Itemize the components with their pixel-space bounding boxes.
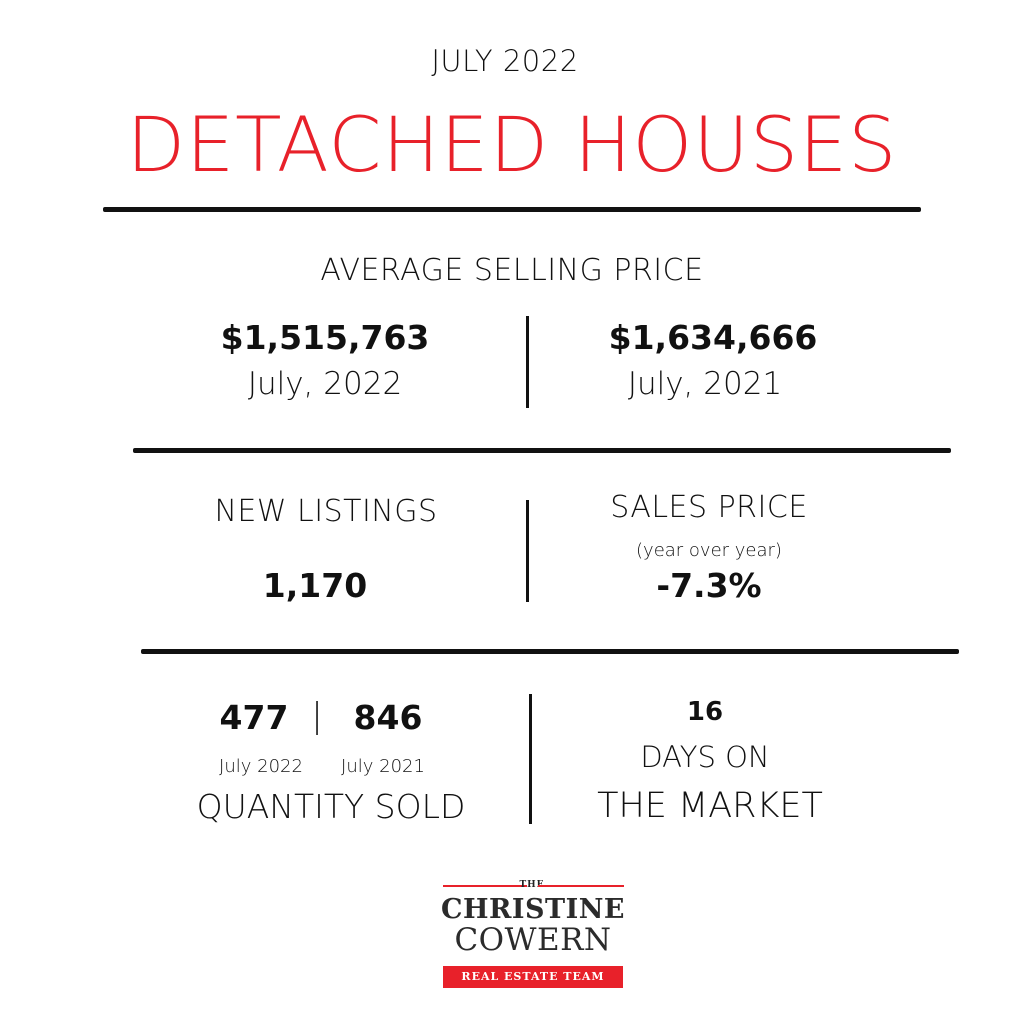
sales-price-value: -7.3%	[656, 566, 762, 605]
logo-line-right	[538, 885, 624, 887]
divider-bottom	[141, 649, 959, 654]
new-listings-value: 1,170	[262, 566, 368, 605]
logo-christine: CHRISTINE	[440, 894, 626, 925]
quantity-sold-current: 477	[219, 698, 289, 737]
sales-price-label: SALES PRICE	[610, 490, 808, 525]
quantity-sold-current-date: July 2022	[219, 756, 303, 777]
avg-price-current-date: July, 2022	[247, 366, 403, 402]
logo-line-left	[443, 885, 527, 887]
avg-price-current-value: $1,515,763	[220, 318, 430, 357]
avg-price-previous-date: July, 2021	[627, 366, 783, 402]
avg-price-previous-value: $1,634,666	[608, 318, 818, 357]
days-on-market-label-2: THE MARKET	[597, 786, 823, 826]
quantity-sold-separator: |	[311, 696, 323, 736]
divider-avg-price	[526, 316, 529, 408]
sales-price-sublabel: (year over year)	[636, 540, 782, 561]
avg-price-label: AVERAGE SELLING PRICE	[320, 253, 704, 288]
logo-the: THE	[519, 880, 545, 890]
page-title: DETACHED HOUSES	[126, 100, 898, 189]
divider-listings	[526, 500, 529, 602]
new-listings-label: NEW LISTINGS	[214, 494, 438, 529]
quantity-sold-label: QUANTITY SOLD	[196, 787, 466, 826]
logo-cowern: COWERN	[454, 922, 612, 958]
days-on-market-label-1: DAYS ON	[640, 740, 770, 774]
divider-middle	[133, 448, 951, 453]
divider-quantity	[529, 694, 532, 824]
report-month: JULY 2022	[431, 44, 579, 78]
quantity-sold-previous: 846	[353, 698, 423, 737]
divider-top	[103, 207, 921, 212]
days-on-market-value: 16	[686, 697, 724, 727]
quantity-sold-previous-date: July 2021	[341, 756, 425, 777]
logo-badge: REAL ESTATE TEAM	[443, 966, 623, 988]
